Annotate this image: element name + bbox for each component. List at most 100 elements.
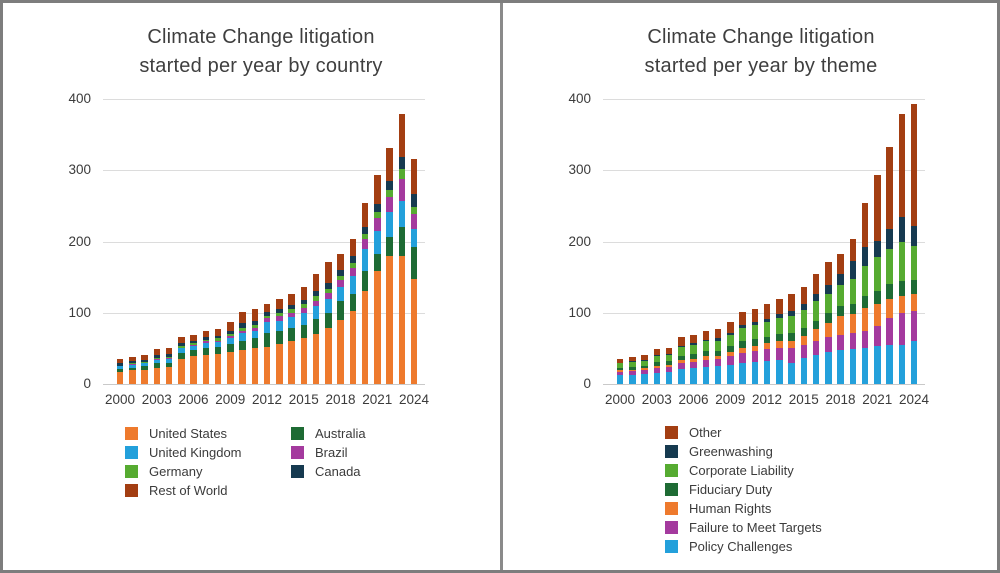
- bar-2023: [398, 114, 405, 384]
- bar-2008-segment-other: [714, 329, 722, 339]
- bar-2014-segment-germany: [288, 309, 295, 313]
- legend-item-united-states: United States: [125, 424, 227, 443]
- bar-2003-segment-australia: [153, 363, 160, 368]
- legend-swatch-canada: [291, 465, 304, 478]
- bar-2018-segment-corporate-liability: [837, 285, 844, 307]
- bar-2023-segment-other: [898, 113, 905, 217]
- bar-2000-segment-united-kingdom: [116, 366, 124, 370]
- panel-divider: [500, 3, 503, 570]
- bar-2022-segment-human-rights: [886, 298, 893, 319]
- bar-2015: [300, 287, 307, 384]
- bar-2024: [410, 158, 418, 384]
- bar-2004: [665, 348, 673, 384]
- legend-item-rest-of-world: Rest of World: [125, 481, 228, 500]
- bar-2015-segment-united-kingdom: [300, 312, 307, 325]
- legend-by-country: United States United Kingdom Germany Rest o…: [3, 424, 497, 514]
- bar-2006-segment-united-kingdom: [190, 345, 197, 350]
- bar-2015-segment-other: [800, 287, 807, 305]
- bar-2005-segment-failure-to-meet-targets: [678, 362, 685, 370]
- bar-2005-segment-united-kingdom: [178, 348, 185, 353]
- bar-2017-segment-greenwashing: [825, 285, 832, 294]
- bar-2010: [239, 312, 246, 384]
- bar-2017-segment-corporate-liability: [825, 293, 832, 314]
- chart-title-line1: Climate Change litigation: [647, 26, 875, 48]
- bar-2002: [641, 354, 648, 384]
- bar-2022-segment-united-kingdom: [386, 212, 393, 237]
- bar-2019-segment-rest-of-world: [349, 238, 356, 257]
- bar-2004-segment-united-states: [165, 366, 173, 384]
- bar-2017: [325, 261, 332, 384]
- legend-item-germany: Germany: [125, 462, 202, 481]
- bar-2004-segment-failure-to-meet-targets: [665, 366, 673, 372]
- bar-2003-segment-united-kingdom: [153, 359, 160, 364]
- bar-2010-segment-human-rights: [739, 347, 746, 353]
- bar-2002-segment-corporate-liability: [641, 360, 648, 366]
- bar-2006-segment-corporate-liability: [690, 344, 697, 355]
- bar-2004-segment-canada: [165, 354, 173, 357]
- bar-2017-segment-other: [825, 261, 832, 285]
- bar-2004-segment-united-kingdom: [165, 359, 173, 363]
- x-tick-label-2006: 2006: [178, 392, 209, 407]
- bar-2003-segment-germany: [153, 357, 160, 360]
- legend-label-other: Other: [689, 425, 722, 440]
- bar-2016-segment-united-kingdom: [312, 306, 320, 320]
- legend-swatch-rest-of-world: [125, 484, 138, 497]
- bar-2001-segment-fiduciary-duty: [629, 366, 636, 370]
- bar-2020-segment-failure-to-meet-targets: [861, 330, 869, 349]
- bar-2021-segment-greenwashing: [874, 240, 881, 257]
- bar-2007-segment-greenwashing: [702, 339, 709, 342]
- bar-2023-segment-corporate-liability: [898, 242, 905, 282]
- bar-2015-segment-united-states: [300, 338, 307, 384]
- x-tick-label-2009: 2009: [715, 392, 746, 407]
- bar-2005-segment-greenwashing: [678, 345, 685, 347]
- legend-swatch-policy-challenges: [665, 540, 678, 553]
- bar-2006-segment-fiduciary-duty: [690, 354, 697, 360]
- bar-2021-segment-corporate-liability: [874, 256, 881, 291]
- bar-2019-segment-germany: [349, 262, 356, 268]
- bar-2024-segment-failure-to-meet-targets: [910, 311, 918, 342]
- bar-2005: [678, 337, 685, 384]
- legend-swatch-germany: [125, 465, 138, 478]
- bar-2021-segment-australia: [374, 253, 381, 272]
- bar-2013-segment-human-rights: [776, 341, 783, 348]
- bar-2003-segment-canada: [153, 354, 160, 358]
- bar-2001-segment-corporate-liability: [629, 361, 636, 367]
- bar-2024-segment-fiduciary-duty: [910, 279, 918, 294]
- bar-2020-segment-corporate-liability: [861, 265, 869, 296]
- bar-2000-segment-australia: [116, 369, 124, 372]
- bar-2021-segment-human-rights: [874, 303, 881, 327]
- bar-2014-segment-canada: [288, 304, 295, 310]
- bar-2008-segment-fiduciary-duty: [714, 350, 722, 356]
- bar-2020: [861, 203, 869, 384]
- bar-2021-segment-united-kingdom: [374, 230, 381, 254]
- bar-2021: [874, 174, 881, 384]
- bar-2010-segment-brazil: [239, 330, 246, 334]
- bar-2018-segment-united-states: [337, 319, 344, 384]
- bar-2009-segment-greenwashing: [727, 332, 734, 335]
- bar-2015-segment-greenwashing: [800, 304, 807, 310]
- bar-2001-segment-canada: [129, 361, 136, 364]
- bar-2013-segment-policy-challenges: [776, 359, 783, 384]
- bar-2002-segment-canada: [141, 359, 148, 362]
- bar-2015-segment-germany: [300, 304, 307, 308]
- bar-2008-segment-australia: [214, 346, 222, 355]
- bar-2003-segment-other: [653, 349, 660, 355]
- bar-2005-segment-germany: [178, 346, 185, 348]
- bar-2014-segment-greenwashing: [788, 311, 795, 317]
- bar-2009-segment-united-kingdom: [227, 338, 234, 345]
- gridline-300: [103, 170, 425, 172]
- bar-2011-segment-brazil: [251, 327, 258, 331]
- bar-2017-segment-australia: [325, 312, 332, 329]
- bar-2001-segment-human-rights: [629, 369, 636, 372]
- bar-2012-segment-brazil: [263, 318, 271, 323]
- bar-2001-segment-united-states: [129, 370, 136, 384]
- bar-2013-segment-united-kingdom: [276, 320, 283, 332]
- bar-2017-segment-human-rights: [825, 322, 832, 337]
- bar-2013-segment-fiduciary-duty: [776, 334, 783, 342]
- bar-2022-segment-united-states: [386, 256, 393, 384]
- bar-2018: [837, 253, 844, 384]
- bar-2020-segment-australia: [361, 270, 369, 291]
- legend-swatch-other: [665, 426, 678, 439]
- gridline-0: [603, 384, 925, 385]
